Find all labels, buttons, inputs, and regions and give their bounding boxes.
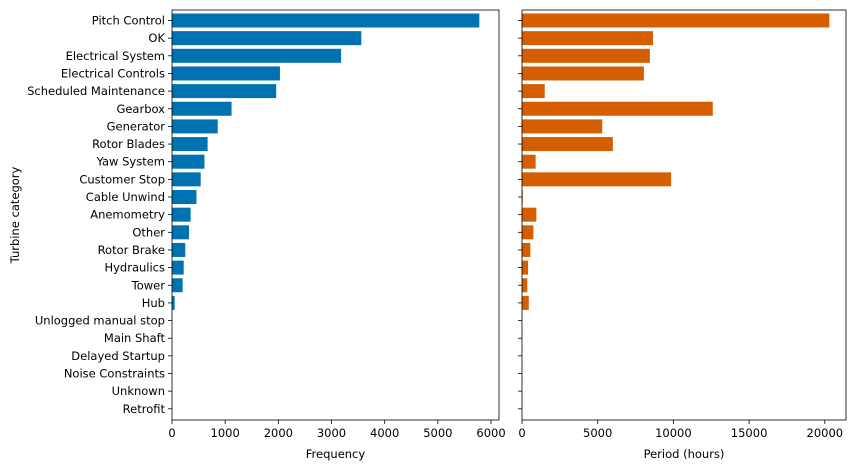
frequency-bar-anemometry (172, 207, 191, 222)
category-label-gearbox: Gearbox (116, 102, 165, 116)
frequency-bar-ok (172, 31, 362, 46)
period-bar-generator (522, 119, 603, 134)
frequency-xtick-label-5000: 5000 (423, 426, 452, 440)
category-label-pitch-control: Pitch Control (92, 14, 165, 28)
period-bar-yaw-system (522, 154, 536, 169)
category-label-retrofit: Retrofit (123, 402, 166, 416)
frequency-bar-tower (172, 278, 183, 293)
frequency-bar-gearbox (172, 101, 232, 116)
frequency-bar-electrical-system (172, 48, 342, 63)
category-label-yaw-system: Yaw System (96, 155, 165, 169)
frequency-xtick-label-1000: 1000 (211, 426, 240, 440)
period-bar-hydraulics (522, 260, 529, 275)
category-label-customer-stop: Customer Stop (79, 172, 165, 186)
period-bar-rotor-brake (522, 242, 531, 257)
category-label-main-shaft: Main Shaft (104, 331, 166, 345)
period-bar-scheduled-maintenance (522, 84, 545, 99)
frequency-bar-hub (172, 295, 175, 310)
frequency-bar-yaw-system (172, 154, 205, 169)
category-label-scheduled-maintenance: Scheduled Maintenance (27, 84, 165, 98)
period-bar-pitch-control (522, 13, 830, 28)
frequency-xtick-label-6000: 6000 (476, 426, 505, 440)
period-xtick-label-15000: 15000 (731, 426, 768, 440)
frequency-x-axis-title: Frequency (306, 447, 366, 461)
category-label-hydraulics: Hydraulics (104, 261, 165, 275)
category-label-generator: Generator (107, 119, 166, 133)
category-label-delayed-startup: Delayed Startup (71, 349, 165, 363)
frequency-xtick-label-3000: 3000 (317, 426, 346, 440)
period-xtick-label-10000: 10000 (655, 426, 692, 440)
period-bar-rotor-blades (522, 137, 613, 152)
frequency-bar-cable-unwind (172, 190, 197, 204)
period-bar-hub (522, 295, 529, 310)
category-label-cable-unwind: Cable Unwind (86, 190, 165, 204)
period-bar-gearbox (522, 101, 713, 116)
period-xtick-label-20000: 20000 (807, 426, 844, 440)
category-label-electrical-system: Electrical System (66, 49, 165, 63)
frequency-bar-electrical-controls (172, 66, 280, 81)
period-bar-ok (522, 31, 653, 46)
category-label-anemometry: Anemometry (90, 208, 165, 222)
category-label-noise-constraints: Noise Constraints (64, 367, 165, 381)
period-bar-other (522, 225, 534, 240)
category-label-unknown: Unknown (112, 384, 165, 398)
y-axis-title: Turbine category (8, 166, 22, 264)
frequency-bar-scheduled-maintenance (172, 84, 277, 99)
category-label-rotor-brake: Rotor Brake (98, 243, 165, 257)
frequency-bar-pitch-control (172, 13, 480, 28)
period-bar-anemometry (522, 207, 537, 222)
category-label-ok: OK (148, 31, 165, 45)
frequency-bar-other (172, 225, 190, 240)
frequency-xtick-label-2000: 2000 (264, 426, 293, 440)
period-bar-electrical-controls (522, 66, 644, 81)
period-bar-electrical-system (522, 48, 650, 63)
category-label-unlogged-manual-stop: Unlogged manual stop (35, 314, 165, 328)
frequency-bar-rotor-brake (172, 242, 186, 257)
frequency-bar-rotor-blades (172, 137, 208, 152)
period-x-axis-title: Period (hours) (644, 447, 725, 461)
category-label-hub: Hub (142, 296, 165, 310)
frequency-xtick-label-0: 0 (168, 426, 175, 440)
frequency-bar-customer-stop (172, 172, 201, 187)
frequency-bar-generator (172, 119, 218, 134)
category-label-tower: Tower (131, 278, 166, 292)
period-xtick-label-0: 0 (518, 426, 525, 440)
category-label-other: Other (132, 225, 165, 239)
period-bar-customer-stop (522, 172, 672, 187)
category-label-electrical-controls: Electrical Controls (61, 66, 165, 80)
category-label-rotor-blades: Rotor Blades (92, 137, 165, 151)
period-bar-tower (522, 278, 528, 293)
period-xtick-label-5000: 5000 (583, 426, 612, 440)
frequency-xtick-label-4000: 4000 (370, 426, 399, 440)
frequency-bar-hydraulics (172, 260, 184, 275)
